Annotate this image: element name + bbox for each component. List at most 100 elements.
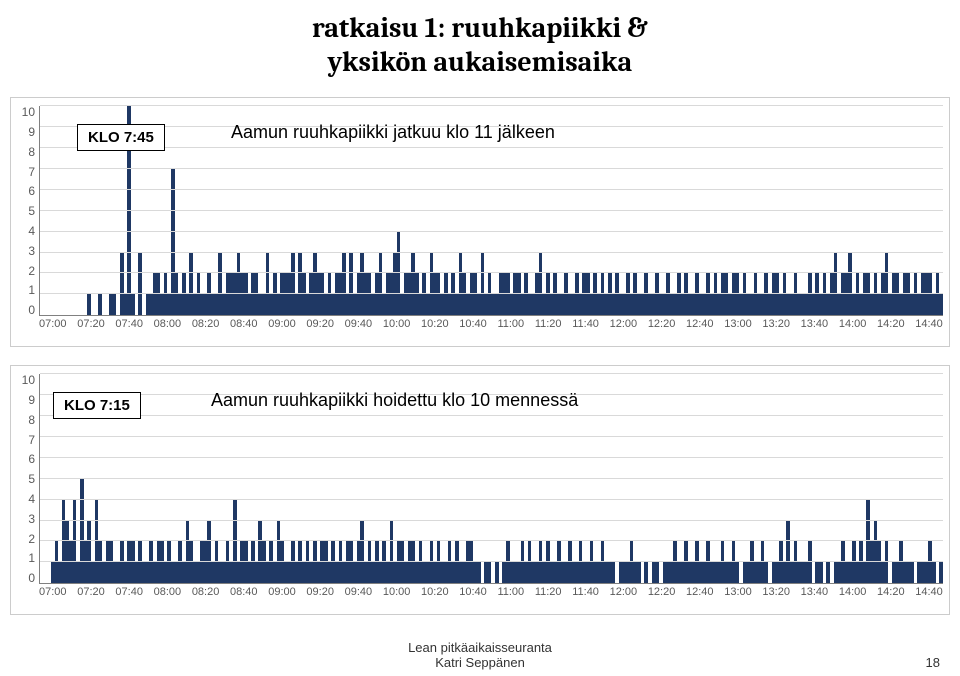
x-tick: 07:40 <box>115 586 143 598</box>
bar <box>939 294 943 315</box>
y-tick: 7 <box>17 166 35 178</box>
x-tick: 14:40 <box>915 586 943 598</box>
x-tick: 12:20 <box>648 586 676 598</box>
bar <box>113 294 117 315</box>
bar <box>644 562 648 583</box>
y-tick: 0 <box>17 572 35 584</box>
chart1-x-axis: 07:0007:2007:4008:0008:2008:4009:0009:20… <box>39 318 943 330</box>
x-tick: 09:40 <box>345 586 373 598</box>
chart1-y-axis: 109876543210 <box>17 106 39 316</box>
x-tick: 12:40 <box>686 586 714 598</box>
bar <box>138 253 142 316</box>
bar <box>939 562 943 583</box>
grid-line <box>40 272 943 273</box>
footer-line1: Lean pitkäaikaisseuranta <box>408 640 552 655</box>
grid-line <box>40 540 943 541</box>
title-line2: yksikön aukaisemisaika <box>328 46 632 78</box>
grid-line <box>40 189 943 190</box>
x-tick: 08:20 <box>192 318 220 330</box>
bar <box>477 562 481 583</box>
x-tick: 08:00 <box>154 318 182 330</box>
grid-line <box>40 520 943 521</box>
y-tick: 9 <box>17 126 35 138</box>
y-tick: 1 <box>17 284 35 296</box>
chart2-x-axis: 07:0007:2007:4008:0008:2008:4009:0009:20… <box>39 586 943 598</box>
y-tick: 2 <box>17 533 35 545</box>
bar <box>495 562 499 583</box>
x-tick: 13:20 <box>762 318 790 330</box>
page-title: ratkaisu 1: ruuhkapiikki & yksikön aukai… <box>10 12 950 79</box>
y-tick: 7 <box>17 434 35 446</box>
grid-line <box>40 231 943 232</box>
x-tick: 12:00 <box>610 318 638 330</box>
bar <box>932 562 936 583</box>
grid-line <box>40 561 943 562</box>
y-tick: 9 <box>17 394 35 406</box>
y-tick: 4 <box>17 225 35 237</box>
x-tick: 12:00 <box>610 586 638 598</box>
x-tick: 10:00 <box>383 318 411 330</box>
grid-line <box>40 478 943 479</box>
x-tick: 13:00 <box>724 586 752 598</box>
bar <box>131 294 135 315</box>
x-tick: 10:20 <box>421 318 449 330</box>
x-tick: 07:00 <box>39 318 67 330</box>
bar <box>637 562 641 583</box>
x-tick: 14:20 <box>877 318 905 330</box>
x-tick: 08:40 <box>230 318 258 330</box>
grid-line <box>40 105 943 106</box>
chart-2: KLO 7:15 Aamun ruuhkapiikki hoidettu klo… <box>10 365 950 615</box>
y-tick: 1 <box>17 552 35 564</box>
footer-line2: Katri Seppänen <box>435 655 525 670</box>
x-tick: 08:00 <box>154 586 182 598</box>
grid-line <box>40 373 943 374</box>
bar <box>655 562 659 583</box>
y-tick: 3 <box>17 245 35 257</box>
bar <box>488 562 492 583</box>
chart2-y-axis: 109876543210 <box>17 374 39 584</box>
x-tick: 14:00 <box>839 586 867 598</box>
grid-line <box>40 499 943 500</box>
y-tick: 6 <box>17 185 35 197</box>
chart1-label-box: KLO 7:45 <box>77 124 165 151</box>
grid-line <box>40 147 943 148</box>
y-tick: 8 <box>17 146 35 158</box>
grid-line <box>40 168 943 169</box>
x-tick: 11:20 <box>535 586 562 598</box>
x-tick: 11:00 <box>497 586 524 598</box>
grid-line <box>40 457 943 458</box>
y-tick: 10 <box>17 374 35 386</box>
x-tick: 09:00 <box>268 318 296 330</box>
x-tick: 10:40 <box>459 318 487 330</box>
grid-line <box>40 252 943 253</box>
x-tick: 14:40 <box>915 318 943 330</box>
y-tick: 2 <box>17 265 35 277</box>
x-tick: 12:20 <box>648 318 676 330</box>
grid-line <box>40 415 943 416</box>
bar <box>910 562 914 583</box>
y-tick: 8 <box>17 414 35 426</box>
grid-line <box>40 293 943 294</box>
x-tick: 08:20 <box>192 586 220 598</box>
y-tick: 3 <box>17 513 35 525</box>
x-tick: 09:40 <box>345 318 373 330</box>
y-tick: 5 <box>17 205 35 217</box>
x-tick: 09:20 <box>306 586 334 598</box>
y-tick: 10 <box>17 106 35 118</box>
y-tick: 5 <box>17 473 35 485</box>
x-tick: 08:40 <box>230 586 258 598</box>
bar <box>826 562 830 583</box>
x-tick: 11:20 <box>535 318 562 330</box>
title-line1: ratkaisu 1: ruuhkapiikki & <box>312 12 648 44</box>
x-tick: 10:20 <box>421 586 449 598</box>
page-number: 18 <box>926 655 940 670</box>
grid-line <box>40 210 943 211</box>
x-tick: 11:00 <box>497 318 524 330</box>
grid-line <box>40 436 943 437</box>
x-tick: 13:00 <box>724 318 752 330</box>
chart1-annotation: Aamun ruuhkapiikki jatkuu klo 11 jälkeen <box>231 122 555 143</box>
chart2-label-box: KLO 7:15 <box>53 392 141 419</box>
bar <box>87 294 91 315</box>
chart2-annotation: Aamun ruuhkapiikki hoidettu klo 10 menne… <box>211 390 578 411</box>
x-tick: 12:40 <box>686 318 714 330</box>
